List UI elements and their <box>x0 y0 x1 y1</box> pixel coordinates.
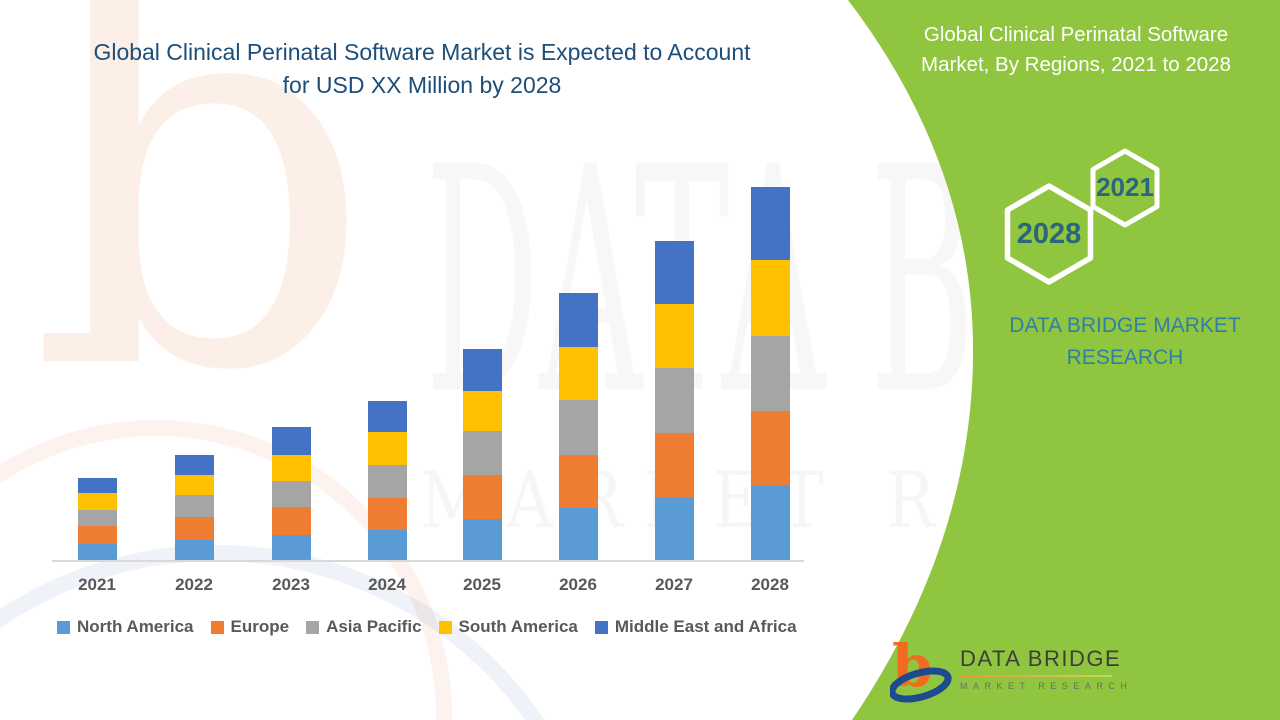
bar-2026 <box>558 293 598 561</box>
x-axis-label-2023: 2023 <box>272 575 310 594</box>
legend-label: Asia Pacific <box>326 617 422 636</box>
bar-segment-2027-middle-east-and-africa <box>654 241 694 304</box>
bar-segment-2024-south-america <box>367 432 407 465</box>
legend-item-north-america: North America <box>57 617 194 637</box>
bar-segment-2021-north-america <box>77 544 117 561</box>
page-title: Global Clinical Perinatal Software Marke… <box>22 36 822 103</box>
company-logo-text: DATA BRIDGE MARKET RESEARCH <box>960 645 1133 691</box>
bar-segment-2027-asia-pacific <box>654 368 694 433</box>
legend-item-asia-pacific: Asia Pacific <box>306 617 422 637</box>
panel-title-line-2: Market, By Regions, 2021 to 2028 <box>921 52 1231 76</box>
legend-label: North America <box>77 617 194 636</box>
bar-segment-2022-south-america <box>174 475 214 495</box>
bar-segment-2023-middle-east-and-africa <box>271 427 311 455</box>
bar-2027 <box>654 241 694 561</box>
bar-segment-2026-middle-east-and-africa <box>558 293 598 347</box>
legend-swatch-icon <box>210 620 224 634</box>
company-logo-b-icon: b <box>888 630 954 706</box>
panel-title-line-1: Global Clinical Perinatal Software <box>923 23 1229 46</box>
legend-label: Europe <box>230 617 290 636</box>
company-logo-divider <box>960 674 1112 677</box>
legend-item-europe: Europe <box>210 617 290 637</box>
bar-segment-2022-north-america <box>174 540 214 561</box>
bar-segment-2022-middle-east-and-africa <box>174 455 214 475</box>
bar-segment-2027-europe <box>654 433 694 497</box>
bar-segment-2024-middle-east-and-africa <box>367 401 407 432</box>
company-logo: b DATA BRIDGE MARKET RESEARCH <box>888 630 1133 706</box>
bar-segment-2026-south-america <box>558 347 598 400</box>
bar-segment-2024-europe <box>367 498 407 530</box>
bar-segment-2025-europe <box>462 475 502 519</box>
page-title-line-2: for USD XX Million by 2028 <box>282 72 562 99</box>
bar-segment-2027-south-america <box>654 304 694 368</box>
bar-segment-2022-europe <box>174 517 214 540</box>
bar-2022 <box>174 455 214 561</box>
x-axis-label-2027: 2027 <box>655 575 693 594</box>
hexagon-year-2021: 2021 <box>1096 172 1154 202</box>
bar-segment-2026-europe <box>558 455 598 508</box>
x-axis-label-2028: 2028 <box>751 575 789 594</box>
x-axis-label-2024: 2024 <box>368 575 406 594</box>
bar-segment-2025-north-america <box>462 519 502 561</box>
bar-segment-2024-north-america <box>367 530 407 561</box>
x-axis-label-2026: 2026 <box>559 575 597 594</box>
bar-segment-2022-asia-pacific <box>174 495 214 517</box>
bar-segment-2028-asia-pacific <box>750 336 790 411</box>
bar-segment-2026-north-america <box>558 508 598 561</box>
panel-brand-text: DATA BRIDGE MARKET RESEARCH <box>1000 310 1250 373</box>
bar-segment-2028-south-america <box>750 260 790 336</box>
bar-segment-2021-asia-pacific <box>77 510 117 526</box>
bar-segment-2023-south-america <box>271 455 311 481</box>
legend-swatch-icon <box>438 620 452 634</box>
bar-segment-2025-middle-east-and-africa <box>462 349 502 391</box>
bar-segment-2021-south-america <box>77 493 117 510</box>
panel-title: Global Clinical Perinatal Software Marke… <box>878 20 1274 79</box>
page-title-line-1: Global Clinical Perinatal Software Marke… <box>93 39 751 65</box>
bar-segment-2023-asia-pacific <box>271 481 311 507</box>
bar-2025 <box>462 349 502 561</box>
bar-segment-2028-europe <box>750 411 790 485</box>
svg-text:b: b <box>892 632 933 700</box>
bar-2021 <box>77 478 117 561</box>
company-logo-name: DATA BRIDGE <box>960 645 1122 671</box>
panel-brand-line-2: RESEARCH <box>1066 345 1184 369</box>
hexagon-year-2028: 2028 <box>1016 218 1082 250</box>
bar-segment-2021-middle-east-and-africa <box>77 478 117 493</box>
bar-segment-2027-north-america <box>654 497 694 561</box>
bar-segment-2025-asia-pacific <box>462 431 502 475</box>
bar-segment-2023-europe <box>271 507 311 535</box>
bar-2023 <box>271 427 311 561</box>
hexagon-2021-icon <box>1090 148 1160 228</box>
x-axis-label-2025: 2025 <box>463 575 501 594</box>
legend-item-south-america: South America <box>438 617 578 637</box>
panel-brand-line-1: DATA BRIDGE MARKET <box>1009 314 1241 337</box>
legend-swatch-icon <box>594 620 608 634</box>
legend-swatch-icon <box>306 620 320 634</box>
bar-2024 <box>367 401 407 561</box>
hexagon-2028-icon <box>1004 183 1094 285</box>
bar-segment-2028-north-america <box>750 485 790 561</box>
bar-segment-2028-middle-east-and-africa <box>750 187 790 260</box>
legend-label: South America <box>458 617 578 636</box>
legend-item-middle-east-and-africa: Middle East and Africa <box>594 617 797 637</box>
bar-2028 <box>750 187 790 561</box>
company-logo-subtitle: MARKET RESEARCH <box>960 680 1133 691</box>
bar-segment-2026-asia-pacific <box>558 400 598 455</box>
bar-segment-2024-asia-pacific <box>367 465 407 498</box>
x-axis-line <box>52 560 804 562</box>
legend-swatch-icon <box>57 620 70 634</box>
x-axis-label-2022: 2022 <box>175 575 213 594</box>
legend-label: Middle East and Africa <box>614 617 797 636</box>
bar-segment-2025-south-america <box>462 391 502 431</box>
x-axis-label-2021: 2021 <box>78 575 116 594</box>
bar-segment-2021-europe <box>77 526 117 544</box>
chart-legend: North America Europe Asia Pacific South Ame… <box>57 617 797 637</box>
bar-segment-2023-north-america <box>271 535 311 561</box>
